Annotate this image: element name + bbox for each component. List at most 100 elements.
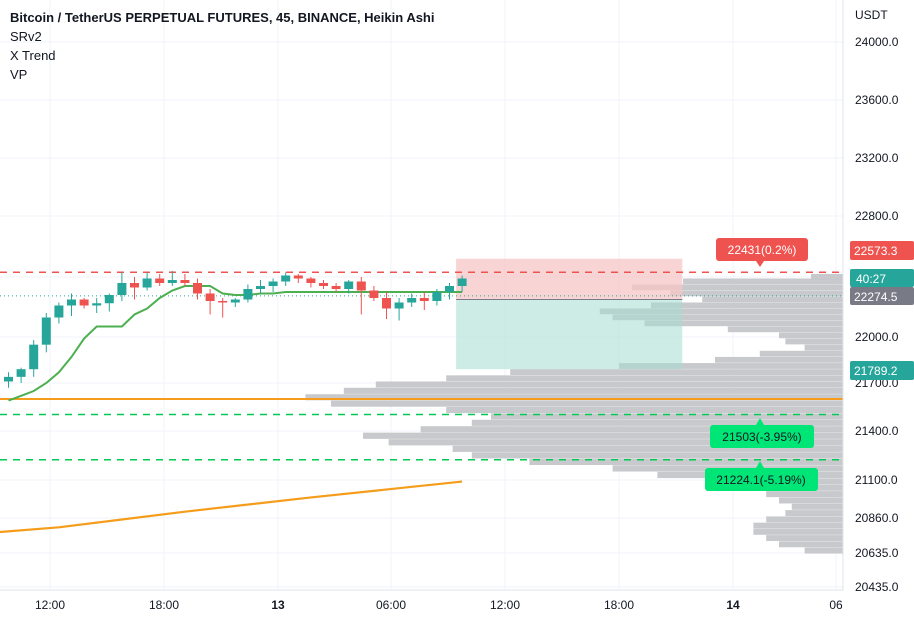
y-tick-label: 20435.0 [855,580,899,594]
volume-profile-bar [766,535,843,542]
x-tick-label: 12:00 [35,598,65,612]
volume-profile-bar [631,284,843,291]
candle-body [29,344,39,370]
candle-body [369,290,379,298]
candle [293,273,303,283]
volume-profile-bar [510,369,843,376]
target-flag: 22431(0.2%) [716,238,808,267]
candle [369,286,379,301]
volume-profile-bar [599,308,843,315]
support-level-label: 21789.2 [854,364,898,378]
y-tick-label: 20635.0 [855,546,899,560]
volume-profile-bar [785,510,843,517]
symbol-title[interactable]: Bitcoin / TetherUS PERPETUAL FUTURES, 45… [10,10,435,25]
support1-flag-label: 21503(-3.95%) [722,430,801,444]
indicator-vp[interactable]: VP [10,67,28,82]
support-level-tag: 21789.2 [850,361,914,380]
y-tick-label: 23200.0 [855,151,899,165]
candle-body [142,278,152,288]
volume-profile-bar [343,387,843,394]
volume-profile-bar [702,296,843,303]
candle [117,272,127,301]
support2-flag-label: 21224.1(-5.19%) [716,473,805,487]
x-tick-label: 12:00 [490,598,520,612]
candle-body [243,289,253,300]
candle [243,284,253,303]
volume-profile-bar [619,363,843,369]
volume-profile-bar [331,400,843,407]
volume-profile-bar [811,273,843,280]
volume-profile-bar [804,547,843,554]
candle-body [432,292,442,301]
candle-body [104,295,114,304]
candle [155,273,165,286]
volume-profile-bar [715,356,843,363]
candle-body [180,280,190,283]
candle-body [205,293,215,301]
y-tick-label: 21400.0 [855,424,899,438]
candle [130,277,139,300]
candle-body [92,303,102,306]
volume-profile-bar [785,338,843,345]
price-scale-ticks: 24000.023600.023200.022800.022000.021700… [855,35,899,594]
volume-profile-bar [420,426,843,433]
candles [4,270,467,388]
volume-profile-bar [388,439,843,446]
short-position-tool[interactable] [456,258,683,370]
time-scale[interactable]: 12:00 18:00 13 06:00 12:00 18:00 14 06 [0,589,843,612]
candle-body [445,286,454,292]
candle [319,280,328,289]
volume-profile-bar [759,350,843,357]
candle-body [306,278,316,283]
candle-body [79,299,89,306]
resistance-price-tag: 22573.3 [850,241,914,260]
price-scale[interactable]: USDT 24000.0 23600.0 23200.0 22800.0 22000.0… [842,0,914,594]
candle-body [130,283,139,288]
y-tick-label: 23600.0 [855,93,899,107]
position-target-zone[interactable] [456,299,683,370]
candle-body [54,305,64,318]
x-tick-label: 18:00 [149,598,179,612]
volume-profile-bar [363,432,843,439]
candle [218,298,228,318]
countdown-tag: 40:27 [850,269,914,287]
volume-profile-bar [491,413,843,420]
candle [205,289,215,315]
last-price-label: 22274.5 [854,290,898,304]
volume-profile-bar [779,332,843,339]
level-lines [0,271,843,461]
x-tick-label: 18:00 [604,598,634,612]
volume-profile-bar [683,278,843,285]
countdown-label: 40:27 [856,272,886,286]
candle [281,272,291,286]
candle-body [382,298,391,309]
candle [54,302,64,324]
y-tick-label: 22800.0 [855,209,899,223]
volume-profile-bar [727,326,843,333]
resistance-price-label: 22573.3 [854,244,898,258]
candle [344,280,354,294]
candle [230,298,240,307]
indicator-srv2[interactable]: SRv2 [10,29,42,44]
candle-body [193,283,202,294]
candle [256,280,265,294]
position-stop-zone[interactable] [456,258,683,300]
candle-body [394,302,404,309]
candle-body [293,275,303,279]
candle-body [356,281,366,291]
candle-body [281,275,291,282]
x-tick-label: 14 [726,598,740,612]
candle-body [167,280,177,283]
volume-profile-bar [612,314,843,321]
volume-profile-bar [791,503,843,510]
indicator-x-trend[interactable]: X Trend [10,48,56,63]
volume-profile-bar [670,290,843,297]
volume-profile-bar [804,344,843,351]
volume-profile-bar [452,445,843,452]
candle [142,272,152,291]
candle-body [331,286,341,289]
candle [92,298,102,313]
volume-profile-bar [305,394,843,401]
time-scale-ticks: 12:00 18:00 13 06:00 12:00 18:00 14 06 [35,598,843,612]
